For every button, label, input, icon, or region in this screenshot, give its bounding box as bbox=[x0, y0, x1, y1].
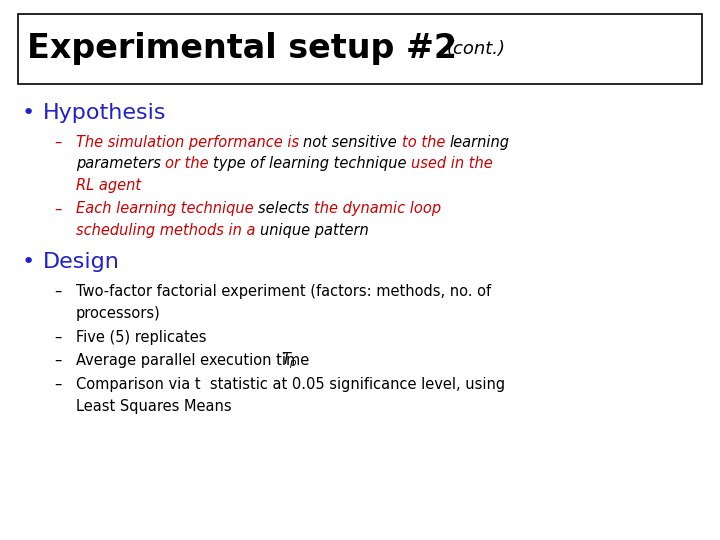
Text: –: – bbox=[54, 134, 61, 150]
Text: Comparison via t  statistic at 0.05 significance level, using: Comparison via t statistic at 0.05 signi… bbox=[76, 377, 505, 392]
Text: The simulation performance is: The simulation performance is bbox=[76, 134, 303, 150]
FancyBboxPatch shape bbox=[18, 14, 702, 84]
Text: •: • bbox=[22, 103, 35, 124]
Text: not sensitive: not sensitive bbox=[303, 134, 402, 150]
Text: Average parallel execution time: Average parallel execution time bbox=[76, 353, 313, 368]
Text: –: – bbox=[54, 377, 61, 392]
Text: •: • bbox=[22, 252, 35, 272]
Text: type of learning technique: type of learning technique bbox=[213, 156, 411, 171]
Text: Hypothesis: Hypothesis bbox=[43, 103, 167, 124]
Text: –: – bbox=[54, 201, 61, 217]
Text: or the: or the bbox=[165, 156, 213, 171]
Text: scheduling methods in a: scheduling methods in a bbox=[76, 223, 260, 238]
Text: Two-factor factorial experiment (factors: methods, no. of: Two-factor factorial experiment (factors… bbox=[76, 284, 491, 299]
Text: used in the: used in the bbox=[411, 156, 493, 171]
Text: learning: learning bbox=[450, 134, 510, 150]
Text: –: – bbox=[54, 330, 61, 345]
Text: RL agent: RL agent bbox=[76, 178, 140, 193]
Text: processors): processors) bbox=[76, 306, 161, 321]
Text: unique pattern: unique pattern bbox=[260, 223, 369, 238]
Text: $T_p$: $T_p$ bbox=[281, 350, 298, 371]
Text: the dynamic loop: the dynamic loop bbox=[314, 201, 441, 217]
Text: Each learning technique: Each learning technique bbox=[76, 201, 258, 217]
Text: –: – bbox=[54, 284, 61, 299]
Text: selects: selects bbox=[258, 201, 314, 217]
Text: to the: to the bbox=[402, 134, 450, 150]
Text: Design: Design bbox=[43, 252, 120, 272]
Text: Experimental setup #2: Experimental setup #2 bbox=[27, 32, 457, 65]
Text: –: – bbox=[54, 353, 61, 368]
Text: Five (5) replicates: Five (5) replicates bbox=[76, 330, 206, 345]
Text: Least Squares Means: Least Squares Means bbox=[76, 399, 231, 414]
Text: (cont.): (cont.) bbox=[446, 39, 505, 58]
Text: parameters: parameters bbox=[76, 156, 165, 171]
